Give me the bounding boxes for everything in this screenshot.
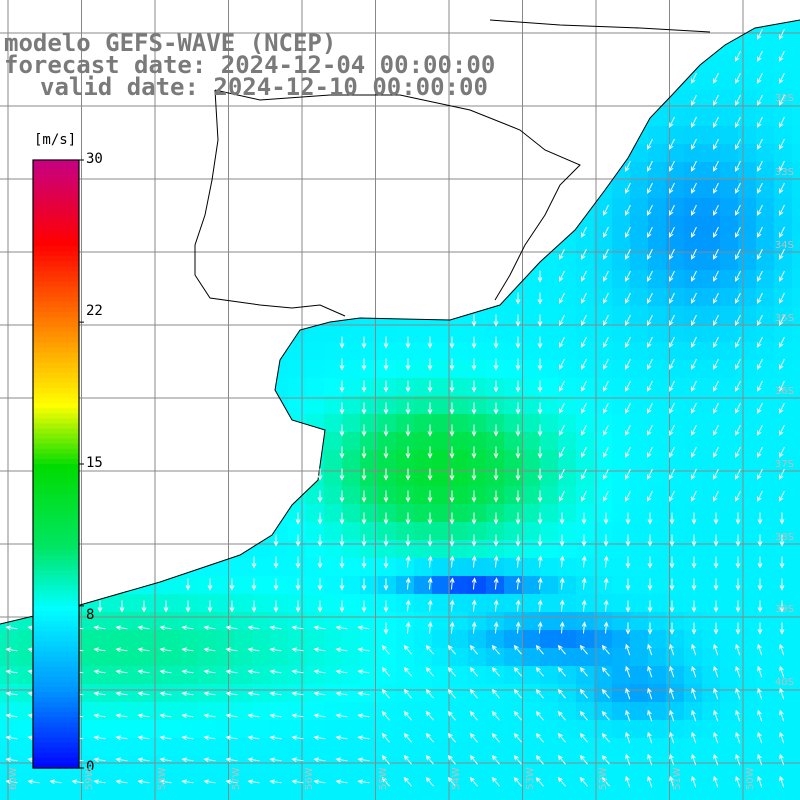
title-forecast-date: forecast date: 2024-12-04 00:00:00: [4, 51, 496, 79]
coastline: [0, 19, 800, 625]
lon-label: 56W: [304, 767, 315, 790]
title-model: modelo GEFS-WAVE (NCEP): [4, 29, 337, 57]
lat-label: 34S: [774, 240, 794, 251]
lat-label: 35S: [774, 313, 794, 324]
lon-label: 53W: [525, 767, 536, 790]
lon-label: 55W: [378, 767, 389, 790]
colorbar-unit: [m/s]: [34, 132, 77, 148]
lat-label: 32S: [774, 93, 794, 104]
lat-label: 33S: [774, 167, 794, 178]
land-mask: [0, 0, 800, 624]
lon-label: 59W: [84, 767, 95, 790]
colorbar-tick-22: 22: [86, 303, 103, 319]
lon-label: 60W: [8, 767, 19, 790]
lat-label: 39S: [774, 604, 794, 615]
lat-label: 37S: [774, 459, 794, 470]
lat-label: 40S: [774, 677, 794, 688]
wind-arrows: [5, 28, 785, 788]
lon-label: 54W: [451, 767, 462, 790]
lon-label: 52W: [598, 767, 609, 790]
colorbar-tick-0: 0: [86, 759, 95, 775]
lon-label: 51W: [672, 767, 683, 790]
lon-label: 57W: [231, 767, 242, 790]
lat-label: 38S: [774, 532, 794, 543]
colorbar-tick-8: 8: [86, 607, 95, 623]
title-valid-date: valid date: 2024-12-10 00:00:00: [40, 73, 488, 101]
colorbar-tick-30: 30: [86, 151, 103, 167]
colorbar-tick-15: 15: [86, 455, 103, 471]
lon-label: 58W: [157, 767, 168, 790]
lat-label: 36S: [774, 386, 794, 397]
lon-label: 50W: [745, 767, 756, 790]
colorbar: [32, 159, 84, 769]
